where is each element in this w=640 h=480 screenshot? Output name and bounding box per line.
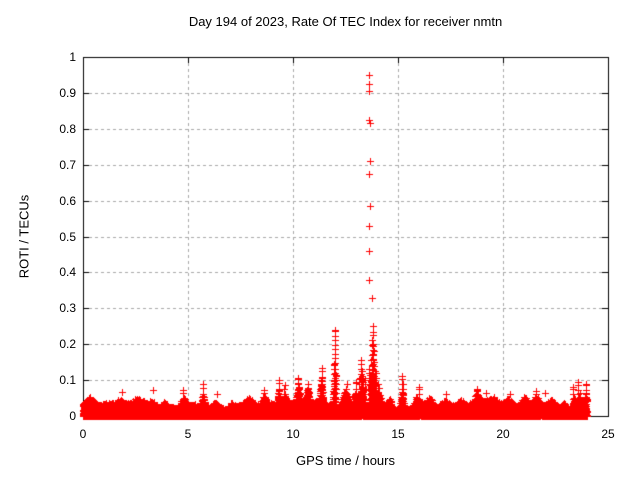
- chart-title: Day 194 of 2023, Rate Of TEC Index for r…: [188, 14, 503, 29]
- x-tick-label: 25: [601, 427, 615, 441]
- x-tick-label: 0: [79, 427, 87, 441]
- y-tick-label: 0.4: [59, 265, 76, 279]
- y-tick-label: 0.3: [59, 301, 76, 315]
- x-tick-label: 15: [391, 427, 405, 441]
- x-axis-label: GPS time / hours: [296, 453, 395, 468]
- y-tick-label: 0.2: [59, 337, 76, 351]
- y-axis-label: ROTI / TECUs: [16, 194, 32, 279]
- y-tick-label: 1: [69, 50, 76, 64]
- y-tick-label: 0.1: [59, 373, 76, 387]
- x-tick-label: 10: [286, 427, 300, 441]
- y-tick-label: 0: [69, 409, 76, 423]
- y-tick-label: 0.5: [59, 230, 76, 244]
- x-tick-label: 5: [184, 427, 192, 441]
- y-tick-label: 0.9: [59, 86, 76, 100]
- x-tick-label: 20: [496, 427, 510, 441]
- y-tick-label: 0.8: [59, 122, 76, 136]
- y-tick-label: 0.7: [59, 158, 76, 172]
- y-tick-label: 0.6: [59, 194, 76, 208]
